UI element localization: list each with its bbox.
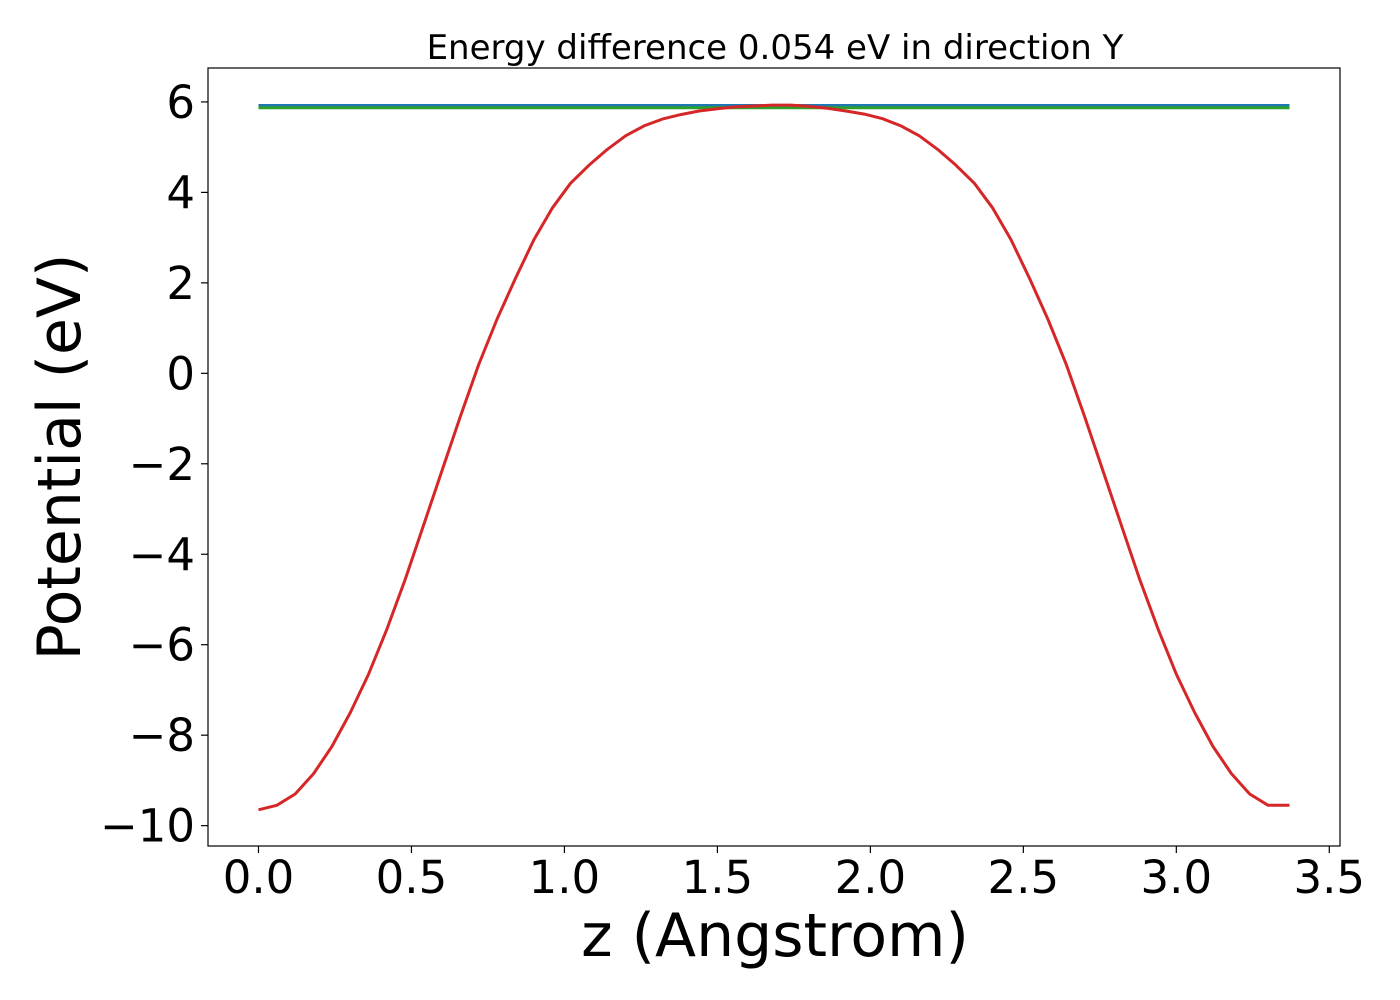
y-tick-label: 2 (166, 257, 195, 310)
x-tick-label: 0.5 (376, 851, 448, 904)
x-tick-label: 3.0 (1141, 851, 1213, 904)
x-tick-label: 2.0 (835, 851, 907, 904)
y-axis: −10 −8 −6 −4 −2 0 2 4 6 (100, 76, 208, 853)
x-tick-label: 2.5 (988, 851, 1060, 904)
y-tick-label: −6 (129, 619, 195, 672)
plot-area-frame (207, 67, 1341, 847)
y-tick-label: 4 (166, 166, 195, 219)
series-layer (258, 103, 1290, 812)
x-tick-label: 1.0 (529, 851, 601, 904)
y-tick-label: 0 (166, 347, 195, 400)
y-tick-label: 6 (166, 76, 195, 129)
y-axis-label: Potential (eV) (25, 254, 95, 661)
x-tick-label: 1.5 (682, 851, 754, 904)
series-line-3 (258, 103, 1290, 812)
y-tick-label: −10 (100, 800, 195, 853)
x-tick-label: 3.5 (1294, 851, 1366, 904)
chart-title: Energy difference 0.054 eV in direction … (427, 28, 1124, 68)
x-axis: 0.0 0.5 1.0 1.5 2.0 2.5 3.0 3.5 (223, 846, 1365, 904)
y-tick-label: −4 (129, 528, 195, 581)
y-tick-label: −8 (129, 709, 195, 762)
y-tick-label: −2 (129, 438, 195, 491)
x-axis-label: z (Angstrom) (581, 901, 969, 971)
x-tick-label: 0.0 (223, 851, 295, 904)
